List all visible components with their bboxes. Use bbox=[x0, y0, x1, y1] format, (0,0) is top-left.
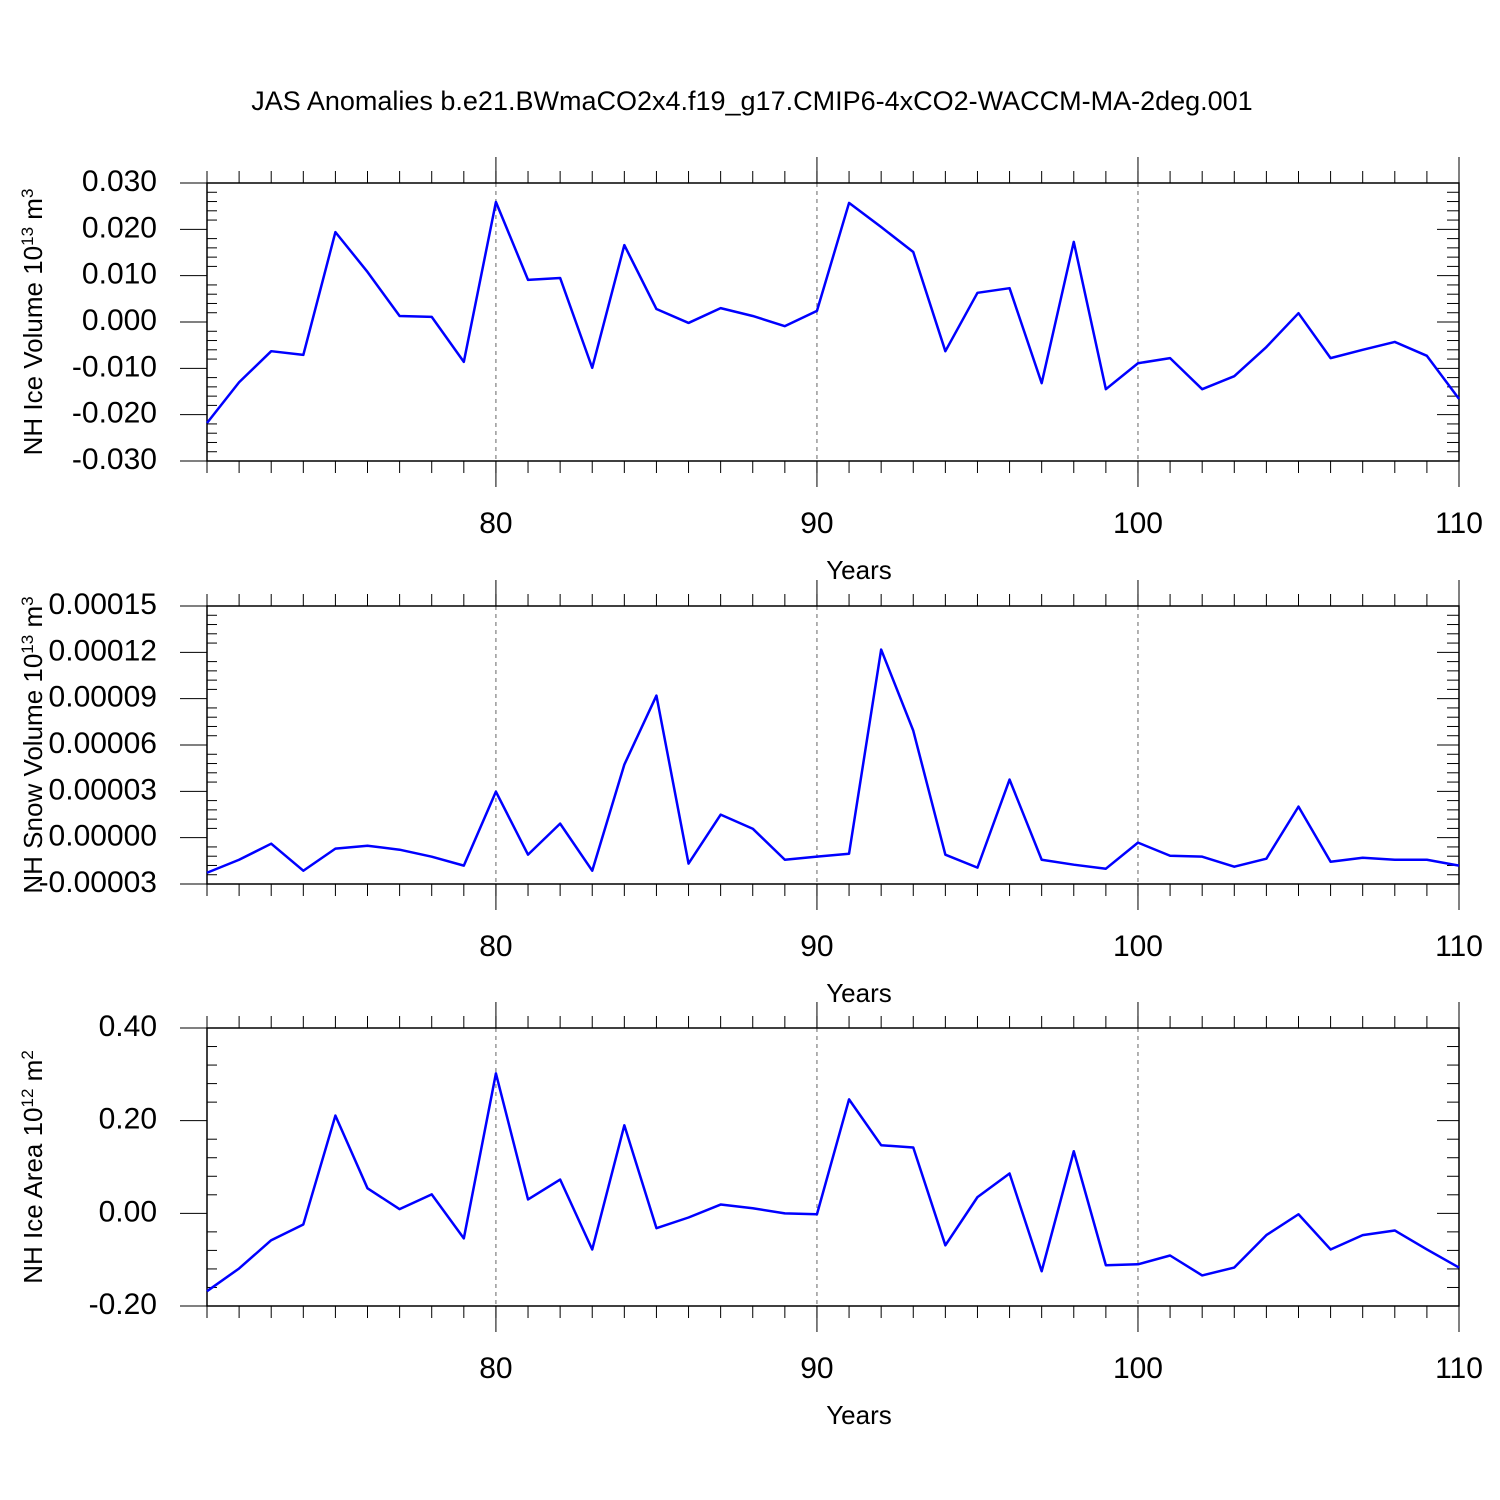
y-tick-label: 0.000 bbox=[82, 304, 157, 337]
y-axis-title-exponent: 3 bbox=[18, 596, 37, 605]
y-tick-label: -0.20 bbox=[89, 1288, 157, 1321]
plot-frame bbox=[206, 1027, 1460, 1307]
x-tick-label: 80 bbox=[479, 930, 512, 963]
y-axis-title-exponent: 13 bbox=[18, 227, 37, 246]
y-tick-label: -0.00003 bbox=[39, 866, 157, 899]
y-axis-title: NH Ice Volume 1013 m3 bbox=[18, 189, 49, 456]
y-tick-label: 0.40 bbox=[99, 1010, 157, 1043]
y-axis-title-exponent: 13 bbox=[18, 635, 37, 654]
y-axis-title-part: m bbox=[18, 198, 48, 227]
x-tick-label: 80 bbox=[479, 1352, 512, 1385]
y-tick-label: -0.020 bbox=[72, 397, 157, 430]
plot-frame bbox=[206, 182, 1460, 462]
panel: 80 90 100 110 -0.00003 0.00000 0.00003 0.00006 0… bbox=[18, 580, 1483, 1008]
y-tick-label: -0.030 bbox=[72, 443, 157, 476]
y-tick-label: 0.00012 bbox=[49, 634, 157, 667]
x-tick-label: 80 bbox=[479, 507, 512, 540]
x-tick-label: 100 bbox=[1113, 930, 1163, 963]
y-axis-title-exponent: 2 bbox=[18, 1050, 37, 1059]
y-tick-label: -0.010 bbox=[72, 350, 157, 383]
y-tick-label: 0.010 bbox=[82, 258, 157, 291]
y-tick-label: 0.030 bbox=[82, 165, 157, 198]
y-tick-label: 0.00 bbox=[99, 1195, 157, 1228]
y-axis-title-part: NH Snow Volume 10 bbox=[18, 654, 48, 894]
panel: 80 90 100 110 -0.030 -0.020 -0.010 0.000 0.010 0.… bbox=[18, 157, 1483, 585]
y-tick-label: 0.00015 bbox=[49, 588, 157, 621]
x-tick-label: 110 bbox=[1435, 1352, 1483, 1385]
y-axis-title-part: NH Ice Volume 10 bbox=[18, 246, 48, 456]
data-line bbox=[206, 648, 1460, 874]
y-tick-label: 0.20 bbox=[99, 1103, 157, 1136]
x-tick-label: 110 bbox=[1435, 930, 1483, 963]
plot-frame bbox=[206, 605, 1460, 885]
x-tick-label: 100 bbox=[1113, 1352, 1163, 1385]
y-axis-title-exponent: 12 bbox=[18, 1089, 37, 1108]
x-tick-label: 110 bbox=[1435, 507, 1483, 540]
y-axis-title-part: m bbox=[18, 606, 48, 635]
x-tick-label: 100 bbox=[1113, 507, 1163, 540]
y-tick-label: 0.00006 bbox=[49, 727, 157, 760]
y-axis-title: NH Snow Volume 1013 m3 bbox=[18, 596, 49, 893]
x-tick-label: 90 bbox=[800, 930, 833, 963]
x-tick-label: 90 bbox=[800, 1352, 833, 1385]
y-axis-title-exponent: 3 bbox=[18, 189, 37, 198]
figure-title: JAS Anomalies b.e21.BWmaCO2x4.f19_g17.CM… bbox=[251, 86, 1252, 116]
x-axis-title: Years bbox=[826, 1400, 892, 1430]
y-tick-label: 0.00000 bbox=[49, 820, 157, 853]
y-axis-title: NH Ice Area 1012 m2 bbox=[18, 1050, 49, 1284]
data-line bbox=[206, 1072, 1460, 1293]
y-axis-title-part: m bbox=[18, 1060, 48, 1089]
y-tick-label: 0.020 bbox=[82, 211, 157, 244]
y-tick-label: 0.00009 bbox=[49, 681, 157, 714]
x-tick-label: 90 bbox=[800, 507, 833, 540]
y-axis-title-part: NH Ice Area 10 bbox=[18, 1107, 48, 1283]
y-tick-label: 0.00003 bbox=[49, 773, 157, 806]
data-line bbox=[206, 200, 1461, 424]
panel: 80 90 100 110 -0.20 0.00 0.20 0.40 Years NH Ice A… bbox=[18, 1002, 1483, 1430]
x-axis-title: Years bbox=[826, 555, 892, 585]
x-axis-title: Years bbox=[826, 978, 892, 1008]
